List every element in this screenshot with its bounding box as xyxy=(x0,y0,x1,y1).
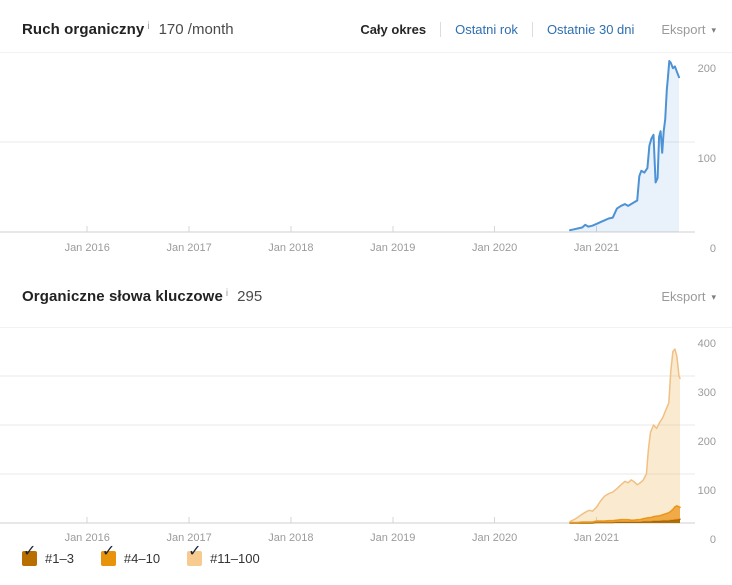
export-button-traffic[interactable]: Eksport ▾ xyxy=(661,21,716,37)
svg-text:300: 300 xyxy=(698,387,716,399)
tab-last-year[interactable]: Ostatni rok xyxy=(455,21,518,37)
svg-text:100: 100 xyxy=(698,153,716,165)
svg-text:Jan 2021: Jan 2021 xyxy=(574,242,619,254)
svg-text:Jan 2018: Jan 2018 xyxy=(268,242,313,254)
keywords-position-legend: ✓ #1–3 ✓ #4–10 ✓ #11–100 xyxy=(22,544,287,566)
info-icon[interactable]: i xyxy=(147,20,150,32)
svg-text:Jan 2019: Jan 2019 xyxy=(370,242,415,254)
organic-traffic-chart[interactable]: 0 100 200 Jan 2016 Jan 2017 Jan 2018 Jan 2019 J… xyxy=(0,52,732,258)
legend-item-4-10[interactable]: ✓ #4–10 xyxy=(100,544,161,566)
legend-item-top3[interactable]: ✓ #1–3 xyxy=(22,544,74,566)
organic-keywords-value: 295 xyxy=(237,287,263,305)
svg-text:400: 400 xyxy=(698,338,716,350)
checkbox-4-10[interactable]: ✓ xyxy=(100,544,116,566)
svg-text:Jan 2016: Jan 2016 xyxy=(65,242,110,254)
checkbox-top3[interactable]: ✓ xyxy=(22,544,37,566)
checkmark-icon: ✓ xyxy=(101,543,116,560)
svg-text:Jan 2017: Jan 2017 xyxy=(166,532,211,544)
organic-traffic-header: Ruch organiczny i 170 /month Cały okres … xyxy=(22,14,716,44)
period-tabs: Cały okres Ostatni rok Ostatnie 30 dni xyxy=(360,21,635,37)
organic-keywords-header: Organiczne słowa kluczowe i 295 Eksport … xyxy=(22,281,716,311)
tab-separator xyxy=(440,21,442,37)
chevron-down-icon: ▾ xyxy=(711,24,716,35)
svg-text:0: 0 xyxy=(710,534,716,546)
svg-text:0: 0 xyxy=(710,243,716,255)
svg-text:Jan 2019: Jan 2019 xyxy=(370,532,415,544)
legend-label: #4–10 xyxy=(123,551,161,566)
svg-text:Jan 2020: Jan 2020 xyxy=(472,242,517,254)
svg-text:Jan 2016: Jan 2016 xyxy=(65,532,110,544)
checkmark-icon: ✓ xyxy=(23,543,37,560)
info-icon[interactable]: i xyxy=(225,287,229,299)
organic-traffic-value: 170 /month xyxy=(158,20,234,38)
svg-text:200: 200 xyxy=(698,63,716,75)
svg-text:200: 200 xyxy=(698,436,716,448)
export-button-keywords[interactable]: Eksport ▾ xyxy=(661,288,716,304)
tab-last-30-days[interactable]: Ostatnie 30 dni xyxy=(546,21,635,37)
tab-all-time[interactable]: Cały okres xyxy=(360,21,427,37)
tab-separator xyxy=(531,21,533,37)
legend-label: #1–3 xyxy=(45,551,74,566)
organic-keywords-title: Organiczne słowa kluczowe xyxy=(22,287,223,305)
organic-keywords-chart[interactable]: 0 100 200 300 400 Jan 2016 Jan 2017 Jan 2018 Jan… xyxy=(0,327,732,560)
checkmark-icon: ✓ xyxy=(188,543,202,560)
legend-item-11-100[interactable]: ✓ #11–100 xyxy=(187,544,260,566)
organic-traffic-title: Ruch organiczny xyxy=(22,20,145,38)
svg-text:100: 100 xyxy=(698,485,716,497)
svg-text:Jan 2017: Jan 2017 xyxy=(166,242,211,254)
svg-text:Jan 2020: Jan 2020 xyxy=(472,532,517,544)
checkbox-11-100[interactable]: ✓ xyxy=(187,544,203,566)
chevron-down-icon: ▾ xyxy=(711,291,716,302)
svg-text:Jan 2018: Jan 2018 xyxy=(268,532,313,544)
svg-text:Jan 2021: Jan 2021 xyxy=(574,532,619,544)
legend-label: #11–100 xyxy=(210,551,260,566)
